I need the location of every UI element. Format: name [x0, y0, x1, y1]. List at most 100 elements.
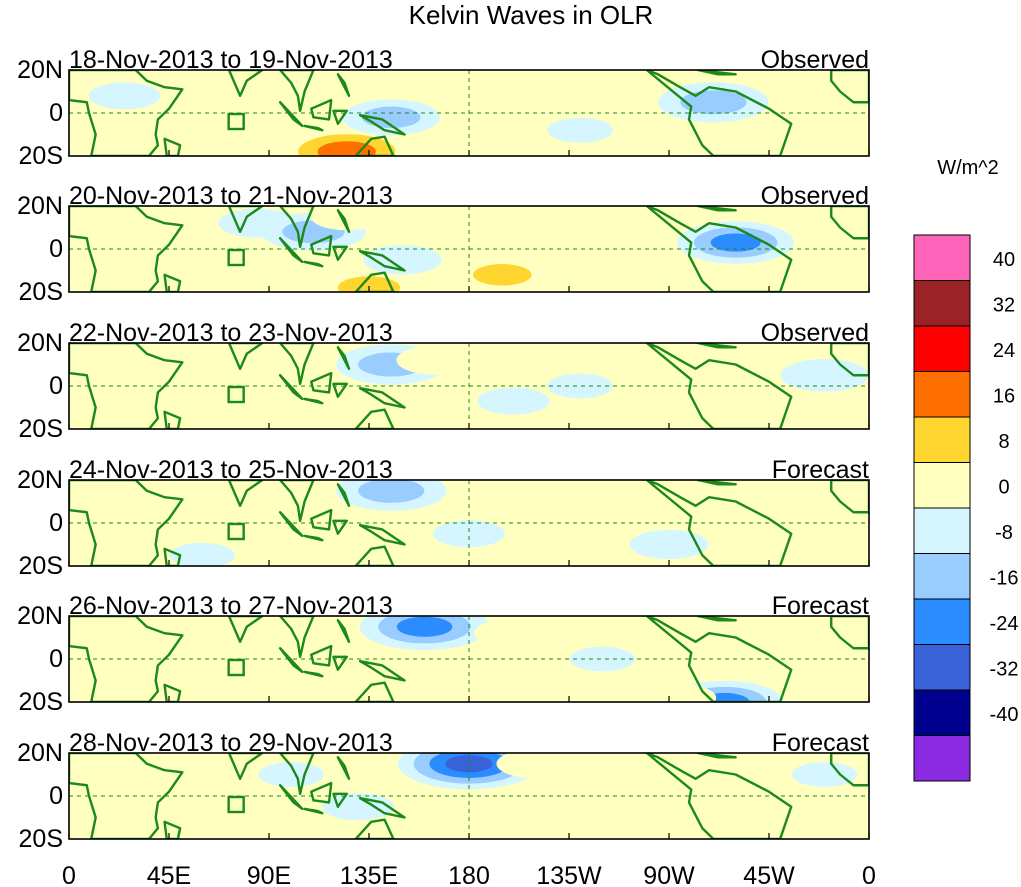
panel-status: Observed: [761, 46, 869, 74]
coastline: [332, 109, 348, 125]
region-box: [227, 522, 245, 541]
olr-anomaly-contour: [491, 74, 558, 100]
panel-date: 26-Nov-2013 to 27-Nov-2013: [69, 592, 393, 620]
coastline: [354, 408, 395, 429]
olr-anomaly-contour: [474, 618, 553, 648]
coastline: [227, 753, 264, 780]
olr-anomaly-contour: [547, 117, 613, 143]
olr-anomaly-contour: [444, 110, 517, 138]
lon-tick-label: 135W: [536, 862, 602, 887]
coastline: [696, 206, 737, 212]
olr-anomaly-contour: [433, 520, 505, 548]
panel-date: 18-Nov-2013 to 19-Nov-2013: [69, 46, 393, 74]
coastline: [830, 70, 869, 104]
olr-anomaly-contour: [496, 753, 575, 779]
coastline: [336, 619, 351, 643]
panel: 24-Nov-2013 to 25-Nov-2013 Forecast 20N 0 20…: [17, 456, 870, 580]
panel-status: Observed: [761, 182, 869, 210]
colorbar-label: 16: [993, 385, 1015, 407]
coastline: [358, 249, 406, 272]
coastline: [303, 124, 324, 132]
coastline: [69, 616, 184, 702]
coastline: [830, 206, 869, 240]
coastline: [310, 644, 333, 667]
coastline: [645, 480, 793, 566]
coastline: [278, 206, 315, 249]
colorbar-label: -24: [990, 613, 1019, 635]
lat-tick-label: 20N: [17, 192, 63, 220]
panel-date: 20-Nov-2013 to 21-Nov-2013: [69, 182, 393, 210]
colorbar-swatch: [913, 507, 971, 554]
olr-anomaly-contour: [317, 141, 376, 156]
coastline: [69, 206, 184, 292]
olr-anomaly-contour: [396, 616, 453, 637]
coastline: [278, 616, 315, 659]
coastline: [332, 792, 348, 808]
olr-anomaly-contour: [702, 390, 769, 416]
coastline: [336, 346, 351, 370]
lat-tick-label: 20S: [19, 552, 63, 580]
coastline: [310, 508, 333, 531]
olr-anomaly-contour: [591, 210, 658, 236]
coastline: [303, 807, 324, 815]
panel-status: Observed: [761, 319, 869, 347]
coastline: [278, 480, 315, 523]
region-box: [227, 658, 245, 677]
lat-tick-label: 20S: [19, 278, 63, 306]
coastline: [163, 137, 182, 156]
lat-tick-label: 0: [49, 645, 63, 673]
coastline: [332, 519, 348, 535]
lat-tick-label: 0: [49, 509, 63, 537]
coastline: [278, 511, 304, 538]
coastline: [227, 206, 264, 234]
colorbar-swatch: [913, 234, 971, 281]
coastline: [336, 756, 351, 780]
coastline: [696, 343, 737, 349]
coastline: [645, 70, 793, 156]
colorbar-label: 0: [998, 476, 1009, 498]
figure-title: Kelvin Waves in OLR: [409, 0, 654, 30]
panel: 28-Nov-2013 to 29-Nov-2013 Forecast 20N 0 20…: [17, 729, 870, 853]
coastline: [163, 547, 182, 566]
coastline: [696, 753, 737, 759]
olr-anomaly-contour: [88, 82, 161, 110]
coastline: [278, 374, 304, 401]
colorbar-label: -40: [990, 704, 1019, 726]
coastline: [163, 273, 182, 292]
olr-anomaly-contour: [358, 480, 425, 503]
lat-tick-label: 0: [49, 235, 63, 263]
coastline: [336, 73, 351, 98]
coastline: [830, 616, 869, 650]
colorbar-swatch: [913, 689, 971, 736]
coastline: [227, 343, 264, 370]
panel-status: Forecast: [772, 592, 869, 620]
olr-anomaly-contour: [629, 529, 709, 560]
coastline: [69, 753, 184, 839]
lon-tick-label: 90W: [643, 862, 695, 887]
coastline: [163, 410, 182, 429]
olr-anomaly-contour: [102, 678, 169, 702]
coastline: [354, 818, 395, 839]
coastline: [645, 753, 793, 839]
lat-tick-label: 20N: [17, 56, 63, 84]
coastline: [303, 534, 324, 542]
coastline: [310, 98, 333, 121]
colorbar-label: -16: [990, 567, 1019, 589]
coastline: [645, 206, 793, 292]
olr-anomaly-contour: [473, 264, 532, 286]
lon-tick-label: 180: [448, 862, 490, 887]
coastline: [310, 234, 333, 257]
olr-anomaly-contour: [169, 542, 236, 566]
lat-tick-label: 0: [49, 372, 63, 400]
coastline: [278, 784, 304, 811]
coastline: [278, 647, 304, 674]
coastline: [69, 70, 184, 156]
olr-anomaly-contour: [361, 106, 421, 129]
panel-status: Forecast: [772, 729, 869, 757]
longitude-axis: 0 45E 90E 135E 180 135W 90W 45W 0: [62, 862, 876, 887]
panel-status: Forecast: [772, 456, 869, 484]
coastline: [354, 271, 395, 292]
coastline: [163, 820, 182, 839]
lat-tick-label: 20N: [17, 739, 63, 767]
olr-anomaly-contour: [366, 649, 439, 677]
